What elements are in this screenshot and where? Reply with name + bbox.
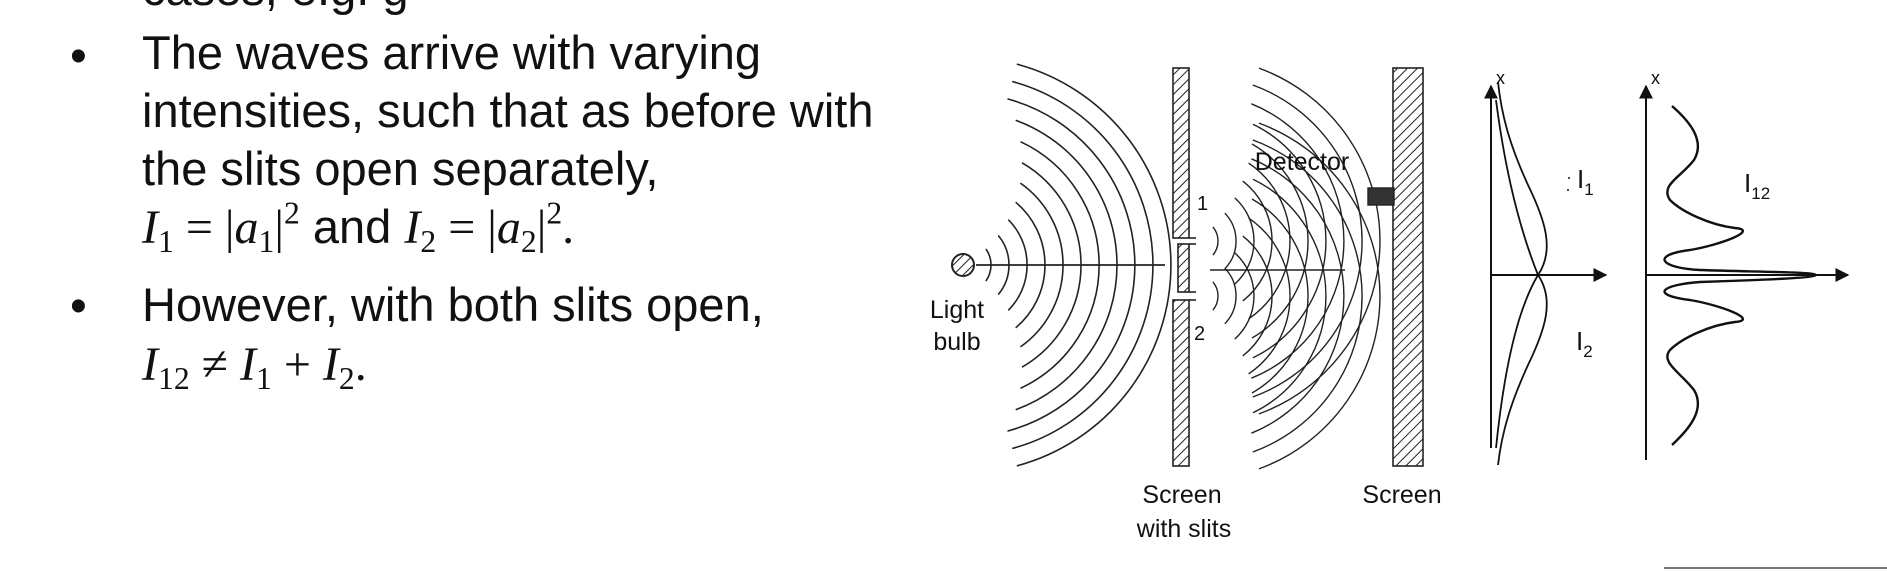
eq-a2-sub: 2 (520, 223, 537, 259)
bullet-1-line-3: the slits open separately, (142, 142, 659, 195)
eq-a1: a (234, 201, 259, 254)
screen-with-slits-label-1: Screen (1142, 481, 1221, 509)
slit-2-label: 2 (1194, 323, 1205, 345)
diffracted-wavefront-arc (1252, 139, 1363, 453)
eq-abs-bar-1: | (274, 201, 284, 254)
eq-abs-bar-2: | (536, 201, 547, 254)
eq-I1-sub: 1 (255, 360, 272, 396)
detection-screen (1392, 67, 1424, 467)
bullet-marker-2: • (70, 280, 87, 333)
eq-square-1: 2 (283, 195, 300, 231)
eq-a2: a (496, 201, 521, 254)
bullet-text-panel: cases, e.g. g • The waves arrive with va… (0, 0, 930, 571)
diffracted-wavefront-arc (1248, 217, 1291, 375)
diffracted-wavefronts (1210, 67, 1381, 470)
diffracted-wavefront-arc (1251, 143, 1309, 339)
bullet-1-line-2: intensities, such that as before with (142, 84, 874, 137)
diffracted-wavefront-arc (1258, 67, 1381, 415)
I1-label: I1 (1577, 164, 1594, 199)
x-axis-label: x (1496, 68, 1505, 88)
I1-curve (1495, 81, 1548, 449)
eq-a1-sub: 1 (258, 223, 275, 259)
eq-period: . (562, 201, 575, 254)
footer-rule (1664, 567, 1887, 569)
diffracted-wavefront-arc (1251, 158, 1345, 434)
screen-with-slits (1172, 67, 1196, 467)
light-bulb-label-2: bulb (933, 328, 980, 356)
diffracted-wavefront-arc (1212, 226, 1219, 256)
I12-label: I12 (1744, 168, 1770, 203)
diffracted-wavefront-arc (1252, 178, 1327, 414)
slit-1-label: 1 (1197, 193, 1208, 215)
screen-with-slits-label-2: with slits (1136, 515, 1231, 543)
eq-I1: I (142, 201, 158, 254)
diffracted-wavefront-arc (1258, 122, 1381, 470)
single-slit-intensity-plot: x I1 I2 (1484, 68, 1608, 466)
eq-and: and (299, 200, 405, 253)
bullet-marker-1: • (70, 30, 87, 83)
bullet-2-equation: I12 ≠ I1 + I2. (142, 334, 367, 396)
I2-label: I2 (1576, 326, 1593, 361)
eq-I2: I (404, 201, 421, 254)
eq-I2-sub: 2 (420, 223, 437, 259)
bullet-2-line-1: However, with both slits open, (142, 278, 764, 331)
previous-line-fragment: cases, e.g. g (142, 0, 409, 12)
I12-curve (1663, 105, 1818, 446)
eq-I1-sub: 1 (157, 223, 174, 259)
diffracted-wavefront-arc (1242, 235, 1273, 357)
eq-I1: I (240, 338, 256, 391)
diffracted-wavefront-arc (1224, 267, 1237, 325)
detector-icon (1367, 187, 1395, 206)
eq-I12: I (142, 338, 158, 391)
eq-equals-1: = | (173, 201, 235, 254)
diffracted-wavefront-arc (1252, 123, 1327, 359)
x-axis-label: x (1651, 68, 1660, 88)
light-bulb-icon (951, 253, 975, 277)
eq-I12-sub: 12 (157, 360, 190, 396)
eq-period: . (354, 338, 367, 391)
eq-I2: I (322, 338, 339, 391)
I2-curve (1495, 99, 1548, 466)
light-bulb-label-1: Light (930, 296, 984, 324)
diffracted-wavefront-arc (1224, 212, 1237, 270)
diffracted-wavefront-arc (1251, 103, 1345, 379)
eq-I2-sub: 2 (338, 360, 355, 396)
bullet-1-line-1: The waves arrive with varying (142, 26, 762, 79)
diffracted-wavefront-arc (1251, 198, 1309, 394)
screen-label: Screen (1362, 481, 1441, 509)
diffracted-wavefront-arc (1212, 281, 1219, 311)
diffracted-wavefront-arc (1234, 197, 1255, 285)
diffracted-wavefront-arc (1248, 162, 1291, 320)
detector-label: Detector (1255, 148, 1349, 176)
eq-square-2: 2 (546, 195, 563, 231)
eq-not-equal: ≠ (189, 338, 240, 391)
incoming-wavefront-arc (1016, 63, 1172, 467)
diffracted-wavefront-arc (1234, 252, 1255, 340)
double-slit-intensity-plot: x I12 (1639, 68, 1850, 460)
eq-plus: + (271, 338, 323, 391)
diffracted-wavefront-arc (1242, 180, 1273, 302)
eq-equals-2: = | (436, 201, 497, 254)
bullet-1-equation: I1 = |a1|2 and I2 = |a2|2. (142, 196, 574, 259)
